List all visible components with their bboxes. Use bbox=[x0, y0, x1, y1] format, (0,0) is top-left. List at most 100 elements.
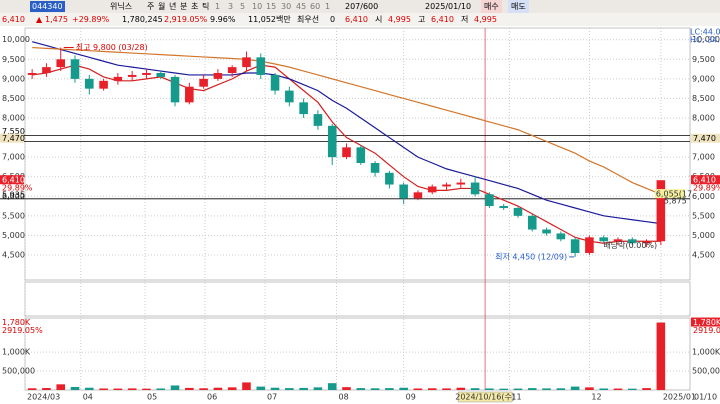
x-tick-label: 2024/03 bbox=[27, 393, 60, 402]
ma-line bbox=[32, 64, 661, 244]
toolbar-item: 9.96% bbox=[210, 15, 236, 24]
y-tick-label: 8,500 bbox=[2, 94, 25, 103]
toolbar-item[interactable]: 2025/01/10 bbox=[425, 2, 472, 11]
candle-body bbox=[385, 172, 394, 185]
toolbar-item[interactable]: 30 bbox=[281, 2, 292, 11]
candle-body bbox=[85, 78, 94, 89]
volume-bar bbox=[313, 387, 323, 390]
candle-body bbox=[570, 239, 580, 253]
price-marker bbox=[0, 175, 24, 185]
toolbar-item: 최우선 bbox=[297, 15, 320, 24]
toolbar-item: 1,475 bbox=[45, 15, 68, 24]
toolbar-item: 고 bbox=[418, 15, 426, 24]
candle-body bbox=[99, 80, 108, 89]
x-tick-label: 07 bbox=[267, 393, 277, 402]
volume-bar bbox=[427, 388, 437, 390]
candle-body bbox=[485, 194, 494, 207]
toolbar-item[interactable]: 월 bbox=[158, 2, 166, 11]
candle-body bbox=[399, 184, 408, 199]
volume-marker bbox=[691, 317, 720, 327]
candle-body bbox=[470, 182, 480, 195]
toolbar-item[interactable]: 5 bbox=[240, 2, 246, 11]
toolbar-item[interactable]: 년 bbox=[169, 2, 177, 11]
volume-last-label-left: 1,780K bbox=[2, 318, 31, 327]
toolbar-item: 1,780,245 bbox=[122, 15, 163, 24]
candle-body bbox=[285, 90, 294, 103]
candle-body bbox=[585, 237, 594, 253]
volume-bar bbox=[70, 386, 80, 390]
volume-bar bbox=[627, 388, 637, 390]
y-tick-label: 9,500 bbox=[2, 55, 25, 64]
y-tick-label: 4,500 bbox=[2, 250, 25, 259]
level-label: 5,935 bbox=[2, 190, 25, 199]
toolbar-item[interactable]: 3 bbox=[228, 2, 234, 11]
y-tick-label-right: 10,000 bbox=[692, 35, 720, 44]
volume-last-label: 1,780K bbox=[693, 318, 720, 327]
toolbar-item[interactable]: 1 bbox=[215, 2, 221, 11]
rate-label: 29.89% bbox=[693, 184, 720, 193]
volume-bar bbox=[327, 383, 337, 390]
volume-bar bbox=[385, 388, 394, 390]
volume-bar bbox=[170, 385, 180, 390]
annotation: 6,055(17 bbox=[656, 190, 692, 199]
volume-bar bbox=[270, 387, 280, 390]
toolbar-item[interactable]: 위닉스 bbox=[110, 2, 133, 11]
y-tick-label: 500,000 bbox=[2, 367, 35, 376]
volume-bar bbox=[642, 388, 651, 390]
y-tick-label: 9,000 bbox=[2, 74, 25, 83]
toolbar-item[interactable]: 분 bbox=[180, 2, 188, 11]
y-tick-label-right: 4,500 bbox=[692, 250, 715, 259]
toolbar-item[interactable]: 044340 bbox=[30, 1, 65, 12]
candle-body bbox=[142, 73, 151, 75]
toolbar-item[interactable]: 초 bbox=[191, 2, 199, 11]
toolbar-item: 시 bbox=[375, 15, 383, 24]
ma-line bbox=[32, 46, 662, 195]
candle-body bbox=[456, 182, 466, 185]
candle-body bbox=[156, 73, 166, 77]
toolbar-item[interactable]: 매도 bbox=[508, 0, 529, 13]
x-tick-label: 12 bbox=[591, 393, 601, 402]
price-marker-label: 7,470 bbox=[2, 134, 25, 143]
candle-body bbox=[642, 241, 651, 244]
toolbar-item[interactable]: 1 bbox=[325, 2, 331, 11]
volume-bar bbox=[127, 388, 137, 390]
y-tick-label: 8,000 bbox=[2, 114, 25, 123]
volume-bar bbox=[370, 388, 380, 390]
volume-bar bbox=[656, 322, 666, 390]
x-tick-label: 08 bbox=[338, 393, 348, 402]
lc-label: LC:44.04 bbox=[690, 28, 720, 37]
candle-body bbox=[499, 206, 508, 208]
hc-label: HC:-34.59 bbox=[690, 36, 720, 45]
candle-body bbox=[327, 125, 337, 158]
volume-bar bbox=[213, 387, 223, 390]
toolbar-item[interactable]: 10 bbox=[252, 2, 263, 11]
toolbar-item[interactable]: 매수 bbox=[481, 0, 502, 13]
candle-body bbox=[313, 114, 323, 126]
candle-body bbox=[242, 57, 251, 68]
candle-body bbox=[627, 239, 637, 244]
y-tick-label-right: 9,000 bbox=[692, 74, 715, 83]
toolbar-item[interactable]: 45 bbox=[296, 2, 307, 11]
candle-body bbox=[256, 57, 266, 75]
x-end-label: 01/10 bbox=[694, 393, 717, 402]
volume-bar bbox=[413, 388, 423, 390]
volume-bar bbox=[527, 388, 537, 390]
y-tick-label: 6,000 bbox=[2, 192, 25, 201]
volume-bar bbox=[513, 388, 523, 390]
candle-body bbox=[27, 73, 37, 75]
toolbar-item[interactable]: 60 bbox=[310, 2, 321, 11]
toolbar-item[interactable]: 15 bbox=[266, 2, 277, 11]
toolbar-item[interactable]: 틱 bbox=[202, 2, 210, 11]
toolbar-item: ▲ bbox=[36, 15, 43, 24]
candle-body bbox=[599, 237, 608, 242]
volume-bar bbox=[256, 386, 266, 390]
toolbar-item[interactable]: 주 bbox=[147, 2, 155, 11]
y-tick-label: 10,000 bbox=[2, 35, 30, 44]
annotation: 최저 4,450 (12/09) bbox=[495, 251, 567, 261]
y-tick-label-right: 500,000 bbox=[692, 367, 720, 376]
toolbar: 044340 위닉스 주 월 년 분 초 틱 1 3 5 10 15 30 45 60 1 207/600 2025… bbox=[0, 0, 720, 14]
ma-line bbox=[31, 41, 661, 225]
price-marker bbox=[691, 175, 720, 185]
volume-bar bbox=[156, 388, 166, 390]
annotation-box bbox=[654, 189, 685, 199]
